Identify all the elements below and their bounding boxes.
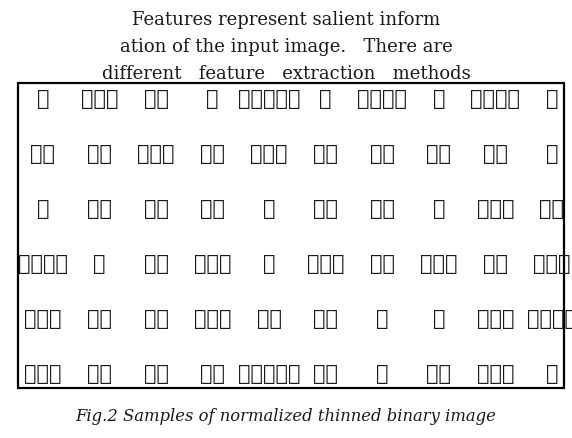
Bar xyxy=(18,83,564,388)
Text: ഓ: ഓ xyxy=(432,309,445,329)
Text: ഓ: ഓ xyxy=(263,254,275,274)
Text: ഓ: ഓ xyxy=(37,199,49,219)
Text: ആൽ: ആൽ xyxy=(200,199,225,219)
Text: ആൽ: ആൽ xyxy=(200,364,225,385)
Text: ആര്: ആര് xyxy=(476,309,514,329)
Text: ജ്ഞ്: ജ്ഞ് xyxy=(18,254,68,274)
Text: വല്: വല് xyxy=(24,309,62,329)
Text: ആങ്ക്: ആങ്ക് xyxy=(238,88,300,109)
Text: വല്: വല് xyxy=(476,364,514,385)
Text: ആൽ: ആൽ xyxy=(87,144,112,164)
Text: ഒ: ഒ xyxy=(37,88,49,109)
Text: ഡ്: ഡ് xyxy=(370,199,395,219)
Text: ആൽ: ആൽ xyxy=(144,88,169,109)
Text: Fig.2 Samples of normalized thinned binary image: Fig.2 Samples of normalized thinned bina… xyxy=(76,409,496,425)
Text: ബ്: ബ് xyxy=(539,199,565,219)
Text: ആര്: ആര് xyxy=(81,88,118,109)
Text: ലോ: ലോ xyxy=(200,144,225,164)
Text: ആൽ: ആൽ xyxy=(144,254,169,274)
Text: സ്: സ് xyxy=(313,144,338,164)
Text: ജ്ഞ്: ജ്ഞ് xyxy=(527,309,572,329)
Text: പല്: പല് xyxy=(307,254,344,274)
Text: different   feature   extraction   methods: different feature extraction methods xyxy=(102,64,470,83)
Text: പല്: പല് xyxy=(137,144,175,164)
Text: വല്: വല് xyxy=(476,199,514,219)
Text: ബ: ബ xyxy=(206,88,219,109)
Text: ഡ്: ഡ് xyxy=(144,364,169,385)
Text: ഉ: ഉ xyxy=(93,254,106,274)
Text: വല്: വല് xyxy=(420,254,458,274)
Text: ഓ: ഓ xyxy=(546,88,558,109)
Text: ation of the input image.   There are: ation of the input image. There are xyxy=(120,38,452,56)
Text: ഓ: ഓ xyxy=(376,309,388,329)
Text: ല്: ല് xyxy=(144,309,169,329)
Text: വല്: വല് xyxy=(251,144,288,164)
Text: ഓ: ഓ xyxy=(320,88,332,109)
Text: വല്: വല് xyxy=(194,309,231,329)
Text: ര്: ര് xyxy=(144,199,169,219)
Text: മ: മ xyxy=(263,199,275,219)
Text: ഡ്: ഡ് xyxy=(483,254,508,274)
Text: പല്: പല് xyxy=(533,254,571,274)
Text: ലോ: ലോ xyxy=(87,309,112,329)
Text: ബ്വ്: ബ്വ് xyxy=(470,88,521,109)
Text: ഉ: ഉ xyxy=(376,364,388,385)
Text: ആങ്ക്: ആങ്ക് xyxy=(238,364,300,385)
Text: ങ്: ങ് xyxy=(426,144,451,164)
Text: ഓ: ഓ xyxy=(432,88,445,109)
Text: വല്: വല് xyxy=(194,254,231,274)
Text: ക്വ്: ക്വ് xyxy=(358,88,407,109)
Text: ബ്: ബ് xyxy=(87,364,112,385)
Text: യ്: യ് xyxy=(87,199,112,219)
Text: പോ: പോ xyxy=(30,144,55,164)
Text: ഓ: ഓ xyxy=(432,199,445,219)
Text: യ്: യ് xyxy=(426,364,451,385)
Text: പല്: പല് xyxy=(24,364,62,385)
Text: ന്: ന് xyxy=(370,254,395,274)
Text: ളോ: ളോ xyxy=(483,144,508,164)
Text: മ്: മ് xyxy=(370,144,395,164)
Text: Features represent salient inform: Features represent salient inform xyxy=(132,11,440,29)
Text: മ: മ xyxy=(546,364,558,385)
Text: യ്: യ് xyxy=(313,364,338,385)
Text: ഓ: ഓ xyxy=(546,144,558,164)
Text: ക്: ക് xyxy=(313,199,338,219)
Text: ന്: ന് xyxy=(313,309,338,329)
Text: ആൽ: ആൽ xyxy=(257,309,281,329)
